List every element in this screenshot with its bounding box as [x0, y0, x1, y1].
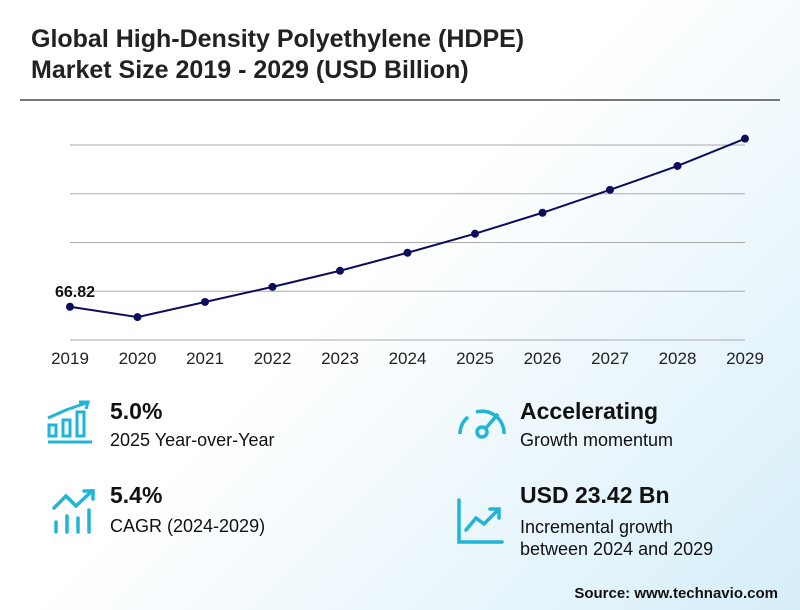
incremental-value: USD 23.42 Bn — [520, 482, 670, 508]
data-point — [201, 297, 209, 306]
x-tick-label: 2024 — [389, 349, 427, 368]
x-tick-label: 2025 — [456, 349, 494, 368]
line-chart-growth-icon — [457, 498, 504, 544]
data-point — [673, 161, 682, 170]
x-tick-label: 2028 — [659, 349, 697, 368]
title-line-2: Market Size 2019 - 2029 (USD Billion) — [31, 56, 469, 84]
chart-title: Global High-Density Polyethylene (HDPE) … — [31, 24, 524, 86]
incremental-label-1: Incremental growth — [520, 517, 674, 537]
yoy-value: 5.0% — [110, 398, 163, 424]
x-tick-label: 2019 — [51, 349, 89, 368]
source-text: Source: www.technavio.com — [574, 585, 778, 602]
data-point — [66, 302, 74, 311]
momentum-value: Accelerating — [520, 398, 659, 424]
data-point — [403, 248, 412, 257]
data-point — [133, 313, 142, 322]
data-point — [538, 208, 547, 217]
x-tick-label: 2027 — [591, 349, 629, 368]
x-tick-label: 2022 — [254, 349, 292, 368]
cagr-value: 5.4% — [110, 482, 163, 508]
series-line — [69, 137, 746, 319]
x-tick-label: 2026 — [524, 349, 562, 368]
momentum-label: Growth momentum — [520, 430, 674, 450]
speedometer-icon — [458, 409, 506, 439]
title-line-1: Global High-Density Polyethylene (HDPE) — [31, 25, 525, 53]
data-point — [336, 266, 344, 275]
cagr-label: CAGR (2024-2029) — [110, 516, 266, 536]
x-tick-label: 2021 — [186, 349, 224, 368]
x-tick-label: 2023 — [321, 349, 359, 368]
data-point — [606, 185, 614, 194]
data-point — [268, 282, 277, 291]
line-chart: 2019 2020 2021 2022 2023 2024 2025 2026 2027 2028… — [51, 134, 764, 368]
incremental-label-2: between 2024 and 2029 — [520, 539, 714, 559]
yoy-label: 2025 Year-over-Year — [110, 430, 275, 450]
bar-growth-icon — [47, 400, 92, 444]
title-divider — [20, 99, 780, 101]
data-point — [471, 229, 479, 238]
x-tick-label: 2020 — [119, 349, 157, 368]
trend-bars-icon — [52, 489, 95, 534]
data-point — [741, 134, 749, 143]
x-tick-label: 2029 — [726, 349, 764, 368]
data-label: 66.82 — [55, 284, 95, 301]
